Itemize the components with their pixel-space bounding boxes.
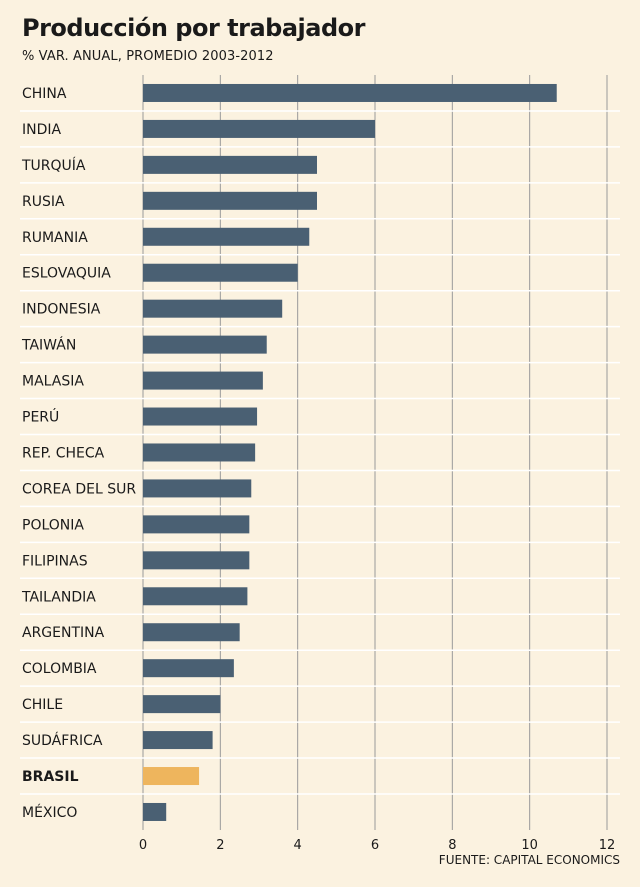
bar-méxico [143,802,167,821]
x-tick-label: 8 [448,838,456,853]
bar-turquía [143,155,317,174]
bar-china [143,83,557,102]
category-label: REP. CHECA [22,445,105,461]
category-label: INDONESIA [22,302,101,318]
category-label: RUMANIA [22,230,88,246]
bar-taiwán [143,335,267,354]
row-separators [20,110,620,795]
category-label: FILIPINAS [22,553,88,569]
category-label: MALASIA [22,374,84,390]
bar-malasia [143,371,263,390]
x-tick-label: 10 [521,838,538,853]
source-note: FUENTE: CAPITAL ECONOMICS [438,853,620,867]
category-label: ESLOVAQUIA [22,266,111,282]
category-label: TURQUÍA [21,157,86,174]
category-label: COLOMBIA [22,661,97,677]
bar-corea-del-sur [143,479,252,498]
bar-rumania [143,227,310,246]
category-label: SUDÁFRICA [22,732,103,749]
bar-brasil [143,767,200,786]
x-tick-label: 2 [216,838,224,853]
category-label: TAILANDIA [21,589,96,605]
category-label: PERÚ [22,408,59,426]
category-label: CHINA [22,86,67,102]
bar-rusia [143,191,317,210]
category-label: POLONIA [22,517,84,533]
chart-subtitle: % VAR. ANUAL, PROMEDIO 2003-2012 [22,49,274,64]
bar-perú [143,407,258,426]
bar-eslovaquia [143,263,298,282]
bar-india [143,119,375,138]
bar-filipinas [143,551,250,570]
category-label: INDIA [22,122,62,138]
bar-rep-checa [143,443,256,462]
bar-sudáfrica [143,731,213,750]
x-tick-label: 6 [371,838,379,853]
x-tick-label: 0 [139,838,147,853]
bar-argentina [143,623,240,642]
category-label: COREA DEL SUR [22,481,136,497]
bar-polonia [143,515,250,534]
category-label: TAIWÁN [21,337,76,354]
category-label: ARGENTINA [22,625,105,641]
x-axis-ticks: 0 2 4 6 8 10 12 [139,838,615,853]
x-tick-label: 12 [599,838,616,853]
category-label: CHILE [22,697,63,713]
category-label: BRASIL [22,769,79,785]
category-label: RUSIA [22,194,65,210]
chart-title: Producción por trabajador [22,14,365,42]
bars [143,83,557,821]
bar-colombia [143,659,234,678]
bar-tailandia [143,587,248,606]
bar-chile [143,695,221,714]
bar-indonesia [143,299,283,318]
category-labels: CHINA INDIA TURQUÍA RUSIA RUMANIA ESLOVAQUIA I… [21,86,136,821]
category-label: MÉXICO [22,804,77,821]
x-tick-label: 4 [294,838,302,853]
